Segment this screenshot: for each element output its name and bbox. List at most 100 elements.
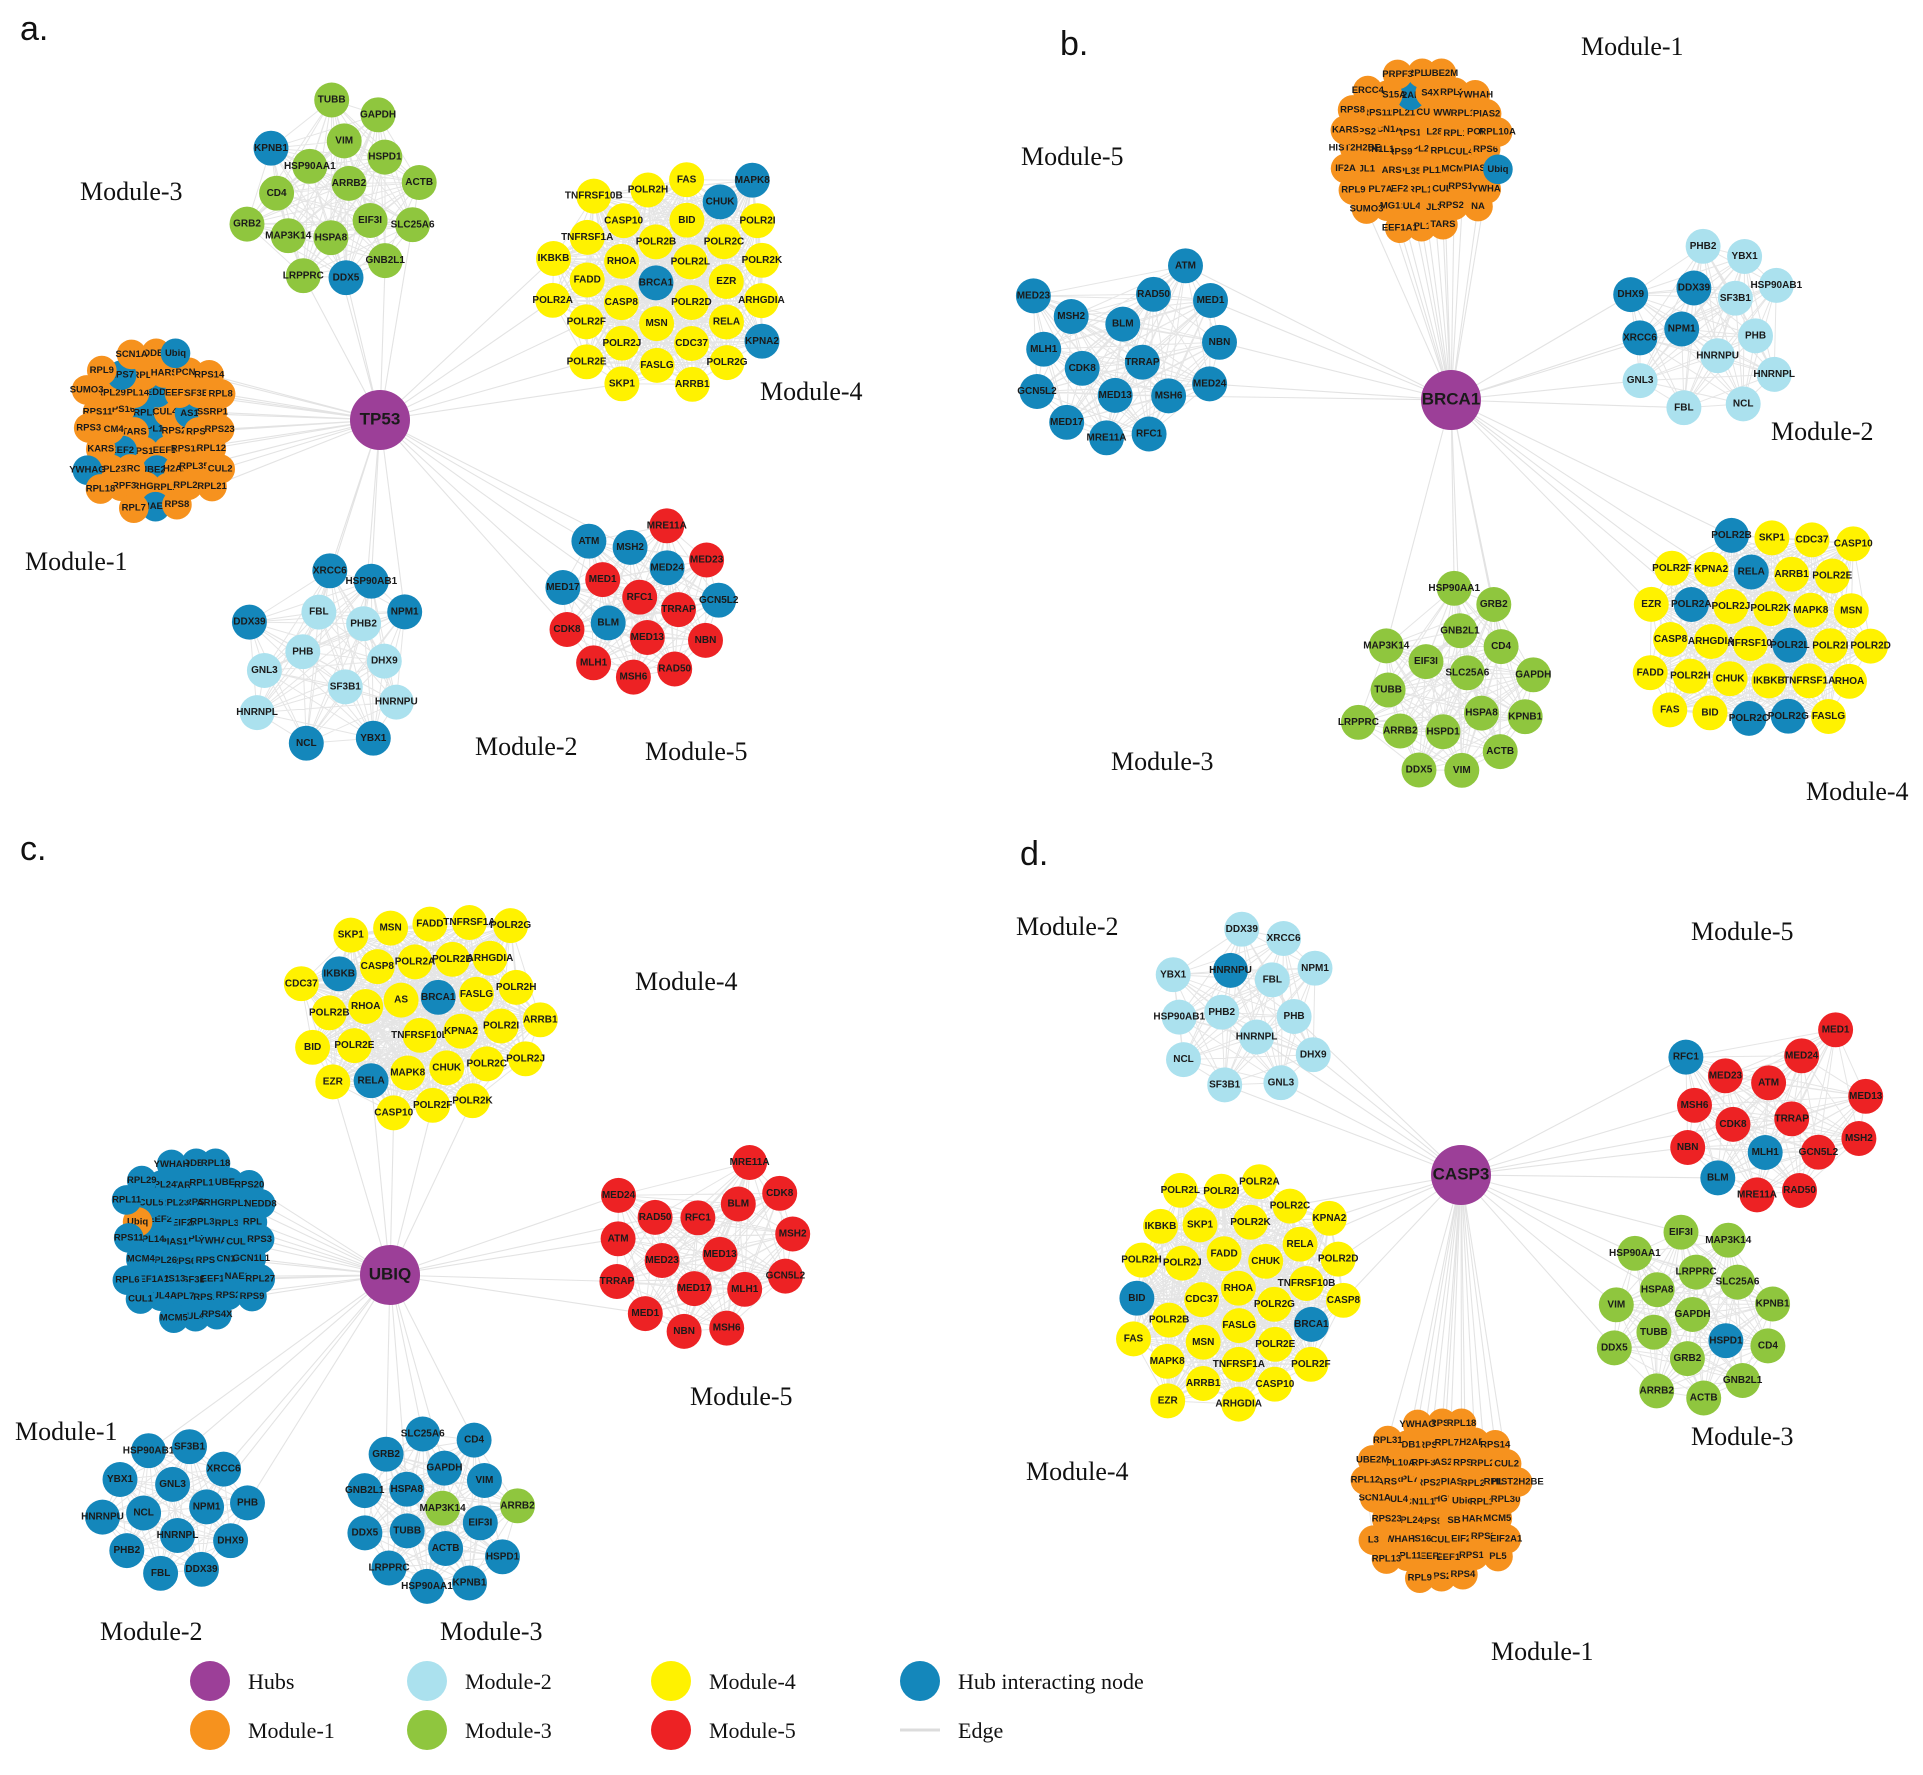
svg-text:LRPPRC: LRPPRC (1338, 717, 1379, 728)
svg-text:FBL: FBL (309, 607, 328, 618)
svg-text:NEDD8: NEDD8 (244, 1198, 276, 1209)
svg-text:SLC25A6: SLC25A6 (391, 219, 435, 230)
svg-text:SKP1: SKP1 (338, 930, 365, 941)
svg-text:MED24: MED24 (602, 1190, 636, 1201)
svg-text:RAD50: RAD50 (658, 664, 691, 675)
svg-text:HSPA8: HSPA8 (315, 232, 348, 243)
svg-text:ACTB: ACTB (432, 1543, 460, 1554)
svg-text:POLR2J: POLR2J (506, 1053, 545, 1064)
svg-text:ACTB: ACTB (1690, 1393, 1718, 1404)
svg-text:Module-5: Module-5 (645, 737, 748, 766)
svg-text:FADD: FADD (574, 275, 601, 286)
svg-text:Module-3: Module-3 (1111, 747, 1214, 776)
svg-text:VIM: VIM (335, 136, 353, 147)
svg-text:GRB2: GRB2 (1674, 1353, 1702, 1364)
svg-text:CASP10: CASP10 (604, 215, 643, 226)
svg-text:TNFRSF1A: TNFRSF1A (1213, 1359, 1265, 1370)
svg-text:BID: BID (678, 215, 695, 226)
svg-text:SKP1: SKP1 (609, 378, 636, 389)
svg-text:RPS3: RPS3 (247, 1234, 272, 1245)
svg-text:SF3B1: SF3B1 (330, 682, 362, 693)
svg-text:PHB2: PHB2 (113, 1545, 140, 1556)
svg-text:POLR2D: POLR2D (671, 297, 712, 308)
svg-text:RPL18: RPL18 (86, 484, 116, 495)
svg-text:PHB: PHB (237, 1498, 258, 1509)
svg-text:POLR2B: POLR2B (636, 237, 677, 248)
svg-text:MSH6: MSH6 (713, 1323, 741, 1334)
svg-text:POLR2D: POLR2D (1850, 641, 1891, 652)
svg-text:S4X: S4X (1421, 88, 1440, 99)
svg-text:Hub interacting node: Hub interacting node (958, 1669, 1144, 1694)
svg-text:POLR2D: POLR2D (1318, 1254, 1359, 1265)
svg-text:HNRNPU: HNRNPU (375, 697, 418, 708)
svg-text:MAPK8: MAPK8 (1150, 1356, 1185, 1367)
svg-text:MAPK8: MAPK8 (735, 175, 770, 186)
svg-text:DDX5: DDX5 (1406, 765, 1433, 776)
svg-text:POLR2K: POLR2K (742, 255, 783, 266)
svg-text:EIF3I: EIF3I (1669, 1227, 1693, 1238)
svg-text:ARHGDIA: ARHGDIA (1688, 636, 1735, 647)
svg-text:YBX1: YBX1 (1732, 251, 1759, 262)
svg-text:MRE11A: MRE11A (1737, 1190, 1777, 1201)
svg-text:DDX5: DDX5 (333, 272, 360, 283)
svg-text:ARHGDIA: ARHGDIA (738, 295, 785, 306)
svg-text:NBN: NBN (695, 635, 717, 646)
svg-text:NBN: NBN (1209, 337, 1231, 348)
svg-text:Module-2: Module-2 (465, 1669, 552, 1694)
svg-text:MCM4: MCM4 (127, 1254, 156, 1265)
svg-text:RELA: RELA (357, 1075, 384, 1086)
svg-text:CDK8: CDK8 (553, 624, 581, 635)
svg-text:BID: BID (1701, 707, 1718, 718)
svg-text:SF3B1: SF3B1 (1720, 293, 1752, 304)
svg-text:POLR2J: POLR2J (1711, 601, 1750, 612)
svg-text:CASP8: CASP8 (1327, 1295, 1361, 1306)
svg-text:ARRB1: ARRB1 (675, 379, 710, 390)
svg-text:GNL3: GNL3 (1268, 1077, 1295, 1088)
svg-text:DDX5: DDX5 (1601, 1343, 1628, 1354)
svg-text:PRPF3: PRPF3 (1382, 69, 1413, 80)
svg-text:CASP10: CASP10 (1834, 538, 1873, 549)
svg-text:MSN: MSN (379, 923, 401, 934)
svg-text:FASLG: FASLG (640, 360, 674, 371)
svg-text:Module-5: Module-5 (709, 1718, 796, 1743)
svg-text:MED24: MED24 (650, 562, 684, 573)
svg-text:Module-1: Module-1 (248, 1718, 335, 1743)
svg-text:EIF3I: EIF3I (358, 215, 382, 226)
svg-text:RPS14: RPS14 (194, 369, 225, 380)
svg-text:POLR2E: POLR2E (1812, 571, 1852, 582)
svg-text:MED17: MED17 (546, 582, 580, 593)
svg-text:YWHAH: YWHAH (1457, 89, 1493, 100)
svg-text:TUBB: TUBB (1374, 685, 1402, 696)
svg-text:EZR: EZR (1641, 599, 1662, 610)
svg-text:GNL3: GNL3 (251, 665, 278, 676)
svg-text:RPL12: RPL12 (197, 443, 227, 454)
svg-text:CDC37: CDC37 (1796, 535, 1829, 546)
svg-text:ARRB1: ARRB1 (1186, 1378, 1221, 1389)
svg-text:BRCA1: BRCA1 (639, 278, 674, 289)
svg-text:Module-4: Module-4 (709, 1669, 796, 1694)
svg-text:YWHAG: YWHAG (69, 465, 105, 476)
svg-text:RPL21: RPL21 (197, 481, 227, 492)
svg-text:POLR2C: POLR2C (1729, 713, 1770, 724)
svg-text:POLR2A: POLR2A (1671, 599, 1712, 610)
svg-text:HIST2H2BE: HIST2H2BE (1491, 1477, 1543, 1488)
svg-text:IKBKB: IKBKB (1753, 676, 1785, 687)
svg-text:MED23: MED23 (690, 555, 724, 566)
svg-text:DDX39: DDX39 (185, 1564, 218, 1575)
svg-text:CHUK: CHUK (706, 197, 736, 208)
svg-text:SUMO3: SUMO3 (70, 384, 104, 395)
svg-text:POLR2G: POLR2G (706, 357, 747, 368)
svg-text:ACTB: ACTB (405, 177, 433, 188)
svg-text:CDK8: CDK8 (766, 1188, 794, 1199)
svg-text:FASLG: FASLG (460, 989, 494, 1000)
svg-text:d.: d. (1020, 835, 1048, 873)
svg-text:MED23: MED23 (645, 1255, 679, 1266)
svg-text:RFC1: RFC1 (1136, 429, 1163, 440)
svg-text:POLR2E: POLR2E (567, 356, 607, 367)
svg-text:FBL: FBL (151, 1568, 170, 1579)
svg-text:ARHGDIA: ARHGDIA (1215, 1399, 1262, 1410)
svg-text:GAPDH: GAPDH (1515, 669, 1551, 680)
svg-text:POLR2F: POLR2F (1652, 563, 1691, 574)
svg-text:TNFRSF10B: TNFRSF10B (391, 1030, 449, 1041)
svg-text:ERCC4: ERCC4 (1352, 85, 1385, 96)
